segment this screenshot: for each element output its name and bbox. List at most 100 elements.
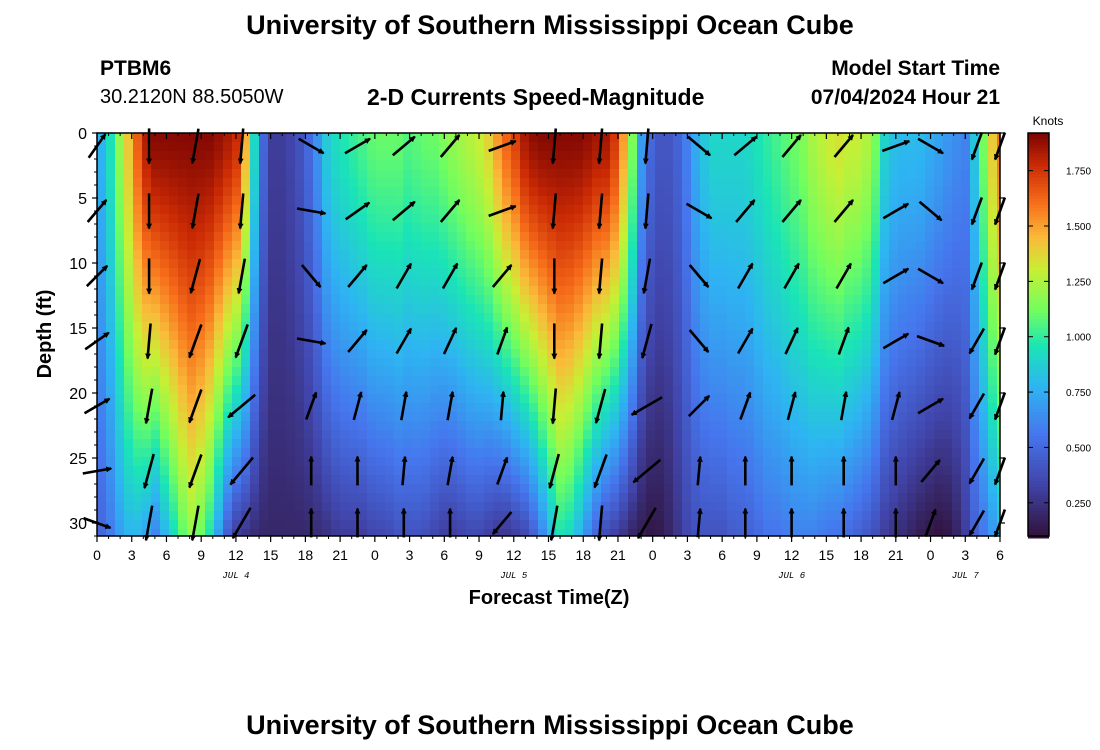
- colorbar-swatch: [1028, 235, 1049, 239]
- colorbar-swatch: [1028, 238, 1049, 242]
- current-vector-arrow: [491, 511, 513, 535]
- current-vector-arrow: [237, 193, 245, 230]
- colorbar-swatch: [1028, 469, 1049, 473]
- current-vector-arrow: [442, 326, 458, 355]
- colorbar-swatch: [1028, 283, 1049, 287]
- x-tick-label: 21: [610, 547, 626, 563]
- colorbar-swatch: [1028, 190, 1049, 194]
- x-tick-label: 12: [228, 547, 244, 563]
- x-tick-label: 3: [961, 547, 969, 563]
- colorbar-swatch: [1028, 442, 1049, 446]
- colorbar-swatch: [1028, 478, 1049, 482]
- colorbar-swatch: [1028, 334, 1049, 338]
- colorbar-swatch: [1028, 193, 1049, 197]
- current-vector-arrow: [970, 262, 984, 291]
- colorbar-swatch: [1028, 295, 1049, 299]
- current-vector-arrow: [917, 137, 944, 155]
- colorbar-swatch: [1028, 250, 1049, 254]
- x-tick-label: 18: [853, 547, 869, 563]
- current-vector-arrow: [352, 391, 363, 421]
- current-vector-arrow: [882, 332, 910, 350]
- colorbar-swatch: [1028, 133, 1049, 137]
- colorbar-swatch: [1028, 145, 1049, 149]
- current-vector-arrow: [837, 326, 850, 355]
- current-vector-arrow: [296, 207, 327, 216]
- current-vector-arrow: [347, 329, 368, 353]
- model-start-time: 07/04/2024 Hour 21: [810, 86, 1000, 109]
- colorbar-swatch: [1028, 298, 1049, 302]
- colorbar-swatch: [1028, 445, 1049, 449]
- current-vector-arrow: [189, 258, 202, 294]
- y-tick-label: 10: [69, 256, 87, 273]
- current-vector-arrow: [488, 139, 517, 153]
- x-axis-label: Forecast Time(Z): [469, 587, 630, 609]
- colorbar-swatch: [1028, 397, 1049, 401]
- colorbar-swatch: [1028, 526, 1049, 530]
- x-tick-label: 12: [784, 547, 800, 563]
- date-label: JUL 7: [952, 571, 980, 581]
- current-vector-arrow: [968, 327, 986, 355]
- current-vector-arrow: [917, 397, 944, 415]
- current-vector-arrow: [593, 454, 608, 489]
- colorbar-swatch: [1028, 337, 1049, 341]
- x-tick-label: 6: [996, 547, 1004, 563]
- colorbar-swatch: [1028, 499, 1049, 503]
- colorbar-swatch: [1028, 307, 1049, 311]
- colorbar-swatch: [1028, 220, 1049, 224]
- colorbar-swatch: [1028, 184, 1049, 188]
- colorbar-swatch: [1028, 493, 1049, 497]
- current-vector-arrow: [924, 508, 937, 537]
- colorbar-swatch: [1028, 280, 1049, 284]
- x-tick-label: 9: [197, 547, 205, 563]
- colorbar-swatch: [1028, 172, 1049, 176]
- current-vector-arrow: [446, 390, 455, 421]
- colorbar-swatch: [1028, 406, 1049, 410]
- current-vector-arrow: [488, 204, 517, 218]
- colorbar-swatch: [1028, 199, 1049, 203]
- current-vector-arrow: [439, 199, 461, 223]
- colorbar-swatch: [1028, 472, 1049, 476]
- colorbar-swatch: [1028, 367, 1049, 371]
- axes: 0 3 6 9 12 15 18 21 0 3 6 9 12 15 18 21 0 3 6 9 12 15 18 21 0 3 6 0…: [69, 126, 1005, 581]
- current-vector-arrow: [920, 459, 941, 483]
- colorbar-swatch: [1028, 247, 1049, 251]
- page-title: University of Southern Mississippi Ocean…: [246, 10, 854, 40]
- current-vector-arrow: [236, 258, 247, 295]
- current-vector-arrow: [143, 505, 154, 542]
- colorbar-swatch: [1028, 355, 1049, 359]
- colorbar-swatch: [1028, 178, 1049, 182]
- colorbar-swatch: [1028, 226, 1049, 230]
- colorbar-swatch: [1028, 487, 1049, 491]
- colorbar-swatch: [1028, 373, 1049, 377]
- x-tick-label: 15: [819, 547, 835, 563]
- colorbar-swatch: [1028, 502, 1049, 506]
- x-tick-label: 18: [575, 547, 591, 563]
- current-vector-arrow: [227, 393, 257, 419]
- current-vector-arrow: [188, 454, 203, 489]
- current-vector-arrow: [970, 197, 984, 226]
- current-vector-arrow: [890, 391, 902, 421]
- current-vector-arrow: [968, 392, 986, 420]
- colorbar-swatch: [1028, 451, 1049, 455]
- current-vector-arrow: [640, 323, 653, 359]
- model-start-label: Model Start Time: [831, 57, 1000, 80]
- colorbar-swatch: [1028, 208, 1049, 212]
- colorbar-swatch: [1028, 160, 1049, 164]
- colorbar-swatch: [1028, 517, 1049, 521]
- current-vector-arrow: [548, 453, 561, 489]
- colorbar-tick-label: 1.250: [1066, 277, 1091, 288]
- colorbar-swatch: [1028, 169, 1049, 173]
- colorbar-swatch: [1028, 349, 1049, 353]
- colorbar-swatch: [1028, 196, 1049, 200]
- current-vector-arrow: [783, 262, 800, 290]
- current-vector-arrow: [145, 323, 152, 360]
- date-label: JUL 5: [500, 571, 528, 581]
- colorbar-swatch: [1028, 460, 1049, 464]
- colorbar-swatch: [1028, 427, 1049, 431]
- current-vector-arrow: [642, 193, 650, 230]
- current-vector-arrow: [550, 388, 558, 425]
- current-vector-arrow: [304, 391, 318, 420]
- colorbar-swatch: [1028, 211, 1049, 215]
- colorbar-swatch: [1028, 175, 1049, 179]
- colorbar-swatch: [1028, 301, 1049, 305]
